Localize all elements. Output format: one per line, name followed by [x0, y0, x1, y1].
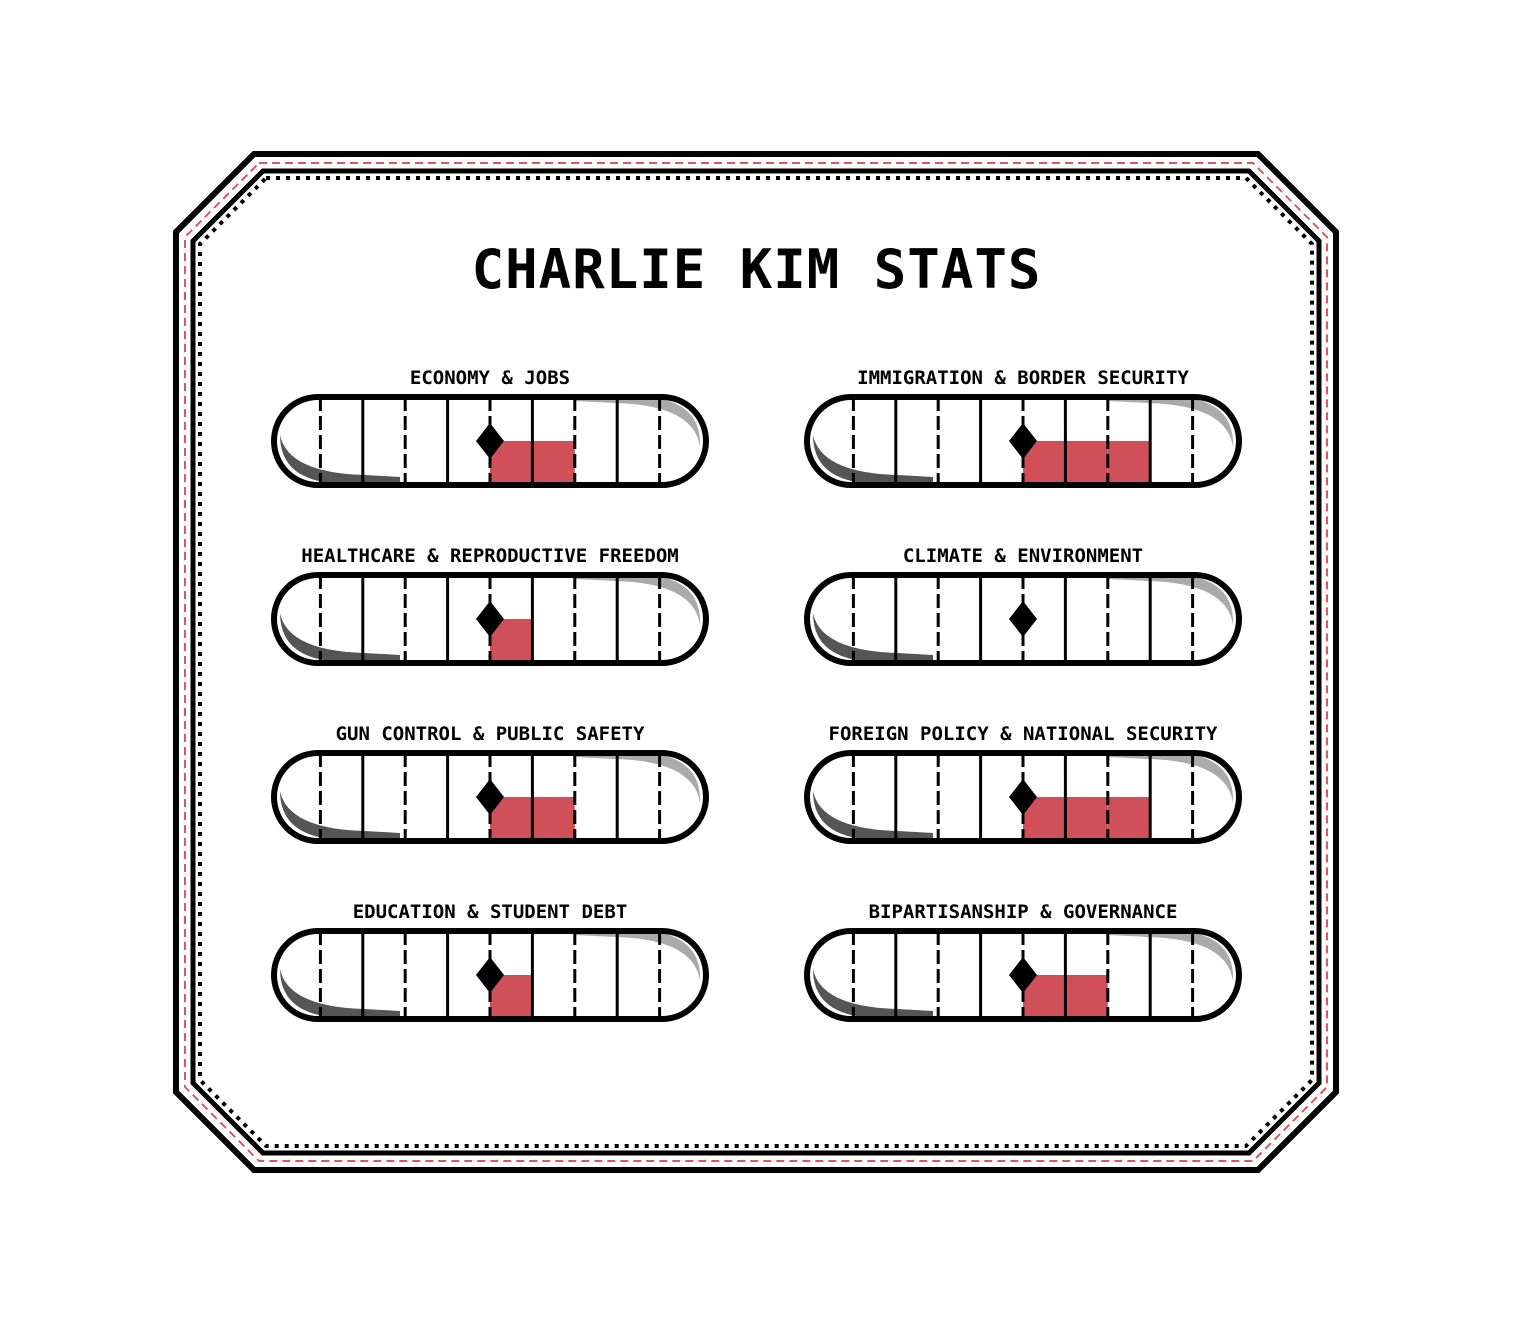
- gauge-meter: [804, 394, 1242, 488]
- gauge-border: [804, 928, 1242, 1022]
- gauge-border: [271, 394, 709, 488]
- frame-inner-border: [190, 168, 1322, 1156]
- gauge-shade-left: [280, 791, 400, 839]
- gauge-fill-segment: [532, 441, 575, 485]
- gauge-border: [804, 750, 1242, 844]
- frame-dashed-line: [184, 162, 1328, 1162]
- stat-climate-environment: CLIMATE & ENVIRONMENT: [803, 545, 1243, 710]
- gauge-shade-right: [575, 575, 701, 625]
- page-title: CHARLIE KIM STATS: [471, 238, 1042, 301]
- gauge-marker-diamond: [476, 779, 504, 815]
- gauge-marker-diamond: [476, 423, 504, 459]
- gauge-border: [804, 394, 1242, 488]
- gauge-shade-left: [813, 791, 933, 839]
- gauge-marker-diamond: [1009, 779, 1037, 815]
- stat-healthcare-reproductive-freedom: HEALTHCARE & REPRODUCTIVE FREEDOM: [270, 545, 710, 710]
- gauge-shade-left: [813, 435, 933, 483]
- gauge-shade-right: [575, 753, 701, 803]
- gauge-shade-right: [1108, 931, 1234, 981]
- gauge-marker-diamond: [476, 957, 504, 993]
- frame-scallop-edge: [198, 176, 1314, 1148]
- stat-gun-control-public-safety: GUN CONTROL & PUBLIC SAFETY: [270, 723, 710, 888]
- stat-education-student-debt: EDUCATION & STUDENT DEBT: [270, 901, 710, 1066]
- gauge-meter: [271, 928, 709, 1022]
- gauge-border: [271, 572, 709, 666]
- gauge-shade-right: [1108, 753, 1234, 803]
- stat-economy-jobs: ECONOMY & JOBS: [270, 367, 710, 532]
- gauge-marker-diamond: [1009, 601, 1037, 637]
- gauge-marker-diamond: [1009, 423, 1037, 459]
- stat-foreign-policy-national-security: FOREIGN POLICY & NATIONAL SECURITY: [803, 723, 1243, 888]
- stat-bipartisanship-governance: BIPARTISANSHIP & GOVERNANCE: [803, 901, 1243, 1066]
- stat-label: GUN CONTROL & PUBLIC SAFETY: [335, 723, 645, 745]
- gauge-shade-left: [813, 613, 933, 661]
- gauge-meter: [271, 394, 709, 488]
- gauge-marker-diamond: [476, 601, 504, 637]
- gauge-fill-segment: [1065, 797, 1108, 841]
- stat-label: IMMIGRATION & BORDER SECURITY: [857, 367, 1189, 389]
- gauge-fill-segment: [532, 797, 575, 841]
- gauge-shade-right: [575, 931, 701, 981]
- gauge-meter: [271, 572, 709, 666]
- frame-outer-border: [173, 151, 1339, 1173]
- stat-label: CLIMATE & ENVIRONMENT: [902, 545, 1144, 567]
- gauge-meter: [804, 750, 1242, 844]
- gauge-shade-left: [280, 613, 400, 661]
- stat-label: BIPARTISANSHIP & GOVERNANCE: [868, 901, 1178, 923]
- gauge-fill-segment: [1107, 441, 1151, 485]
- gauge-meter: [804, 572, 1242, 666]
- gauge-shade-left: [813, 969, 933, 1017]
- stat-immigration-border-security: IMMIGRATION & BORDER SECURITY: [803, 367, 1243, 532]
- gauge-marker-diamond: [1009, 957, 1037, 993]
- gauge-shade-right: [575, 397, 701, 447]
- stat-label: FOREIGN POLICY & NATIONAL SECURITY: [828, 723, 1218, 745]
- gauge-border: [804, 572, 1242, 666]
- gauge-fill-segment: [1065, 441, 1108, 485]
- gauge-fill-segment: [1107, 797, 1151, 841]
- gauge-shade-left: [280, 969, 400, 1017]
- gauge-shade-left: [280, 435, 400, 483]
- gauge-fill-segment: [1065, 975, 1108, 1019]
- gauge-shade-right: [1108, 397, 1234, 447]
- stat-label: ECONOMY & JOBS: [409, 367, 571, 389]
- gauge-border: [271, 928, 709, 1022]
- stat-label: EDUCATION & STUDENT DEBT: [352, 901, 628, 923]
- gauge-meter: [271, 750, 709, 844]
- stat-label: HEALTHCARE & REPRODUCTIVE FREEDOM: [301, 545, 679, 567]
- gauge-shade-right: [1108, 575, 1234, 625]
- gauge-border: [271, 750, 709, 844]
- gauge-meter: [804, 928, 1242, 1022]
